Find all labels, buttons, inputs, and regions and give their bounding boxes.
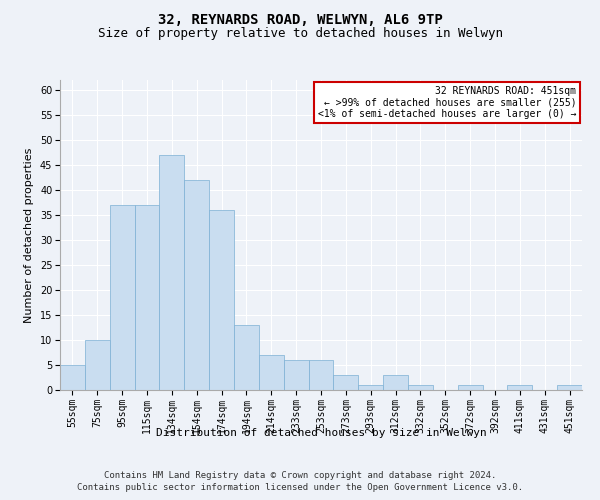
Bar: [234, 325, 259, 390]
Bar: [557, 385, 582, 390]
Bar: [458, 385, 482, 390]
Bar: [284, 360, 308, 390]
Bar: [259, 355, 284, 390]
Bar: [383, 375, 408, 390]
Bar: [358, 385, 383, 390]
Bar: [85, 340, 110, 390]
Bar: [334, 375, 358, 390]
Bar: [408, 385, 433, 390]
Text: Size of property relative to detached houses in Welwyn: Size of property relative to detached ho…: [97, 28, 503, 40]
Text: 32, REYNARDS ROAD, WELWYN, AL6 9TP: 32, REYNARDS ROAD, WELWYN, AL6 9TP: [158, 12, 442, 26]
Bar: [308, 360, 334, 390]
Bar: [134, 205, 160, 390]
Text: Distribution of detached houses by size in Welwyn: Distribution of detached houses by size …: [155, 428, 487, 438]
Bar: [209, 210, 234, 390]
Bar: [60, 365, 85, 390]
Text: 32 REYNARDS ROAD: 451sqm
← >99% of detached houses are smaller (255)
<1% of semi: 32 REYNARDS ROAD: 451sqm ← >99% of detac…: [318, 86, 577, 119]
Text: Contains public sector information licensed under the Open Government Licence v3: Contains public sector information licen…: [77, 484, 523, 492]
Bar: [160, 155, 184, 390]
Text: Contains HM Land Registry data © Crown copyright and database right 2024.: Contains HM Land Registry data © Crown c…: [104, 471, 496, 480]
Y-axis label: Number of detached properties: Number of detached properties: [25, 148, 34, 322]
Bar: [508, 385, 532, 390]
Bar: [184, 180, 209, 390]
Bar: [110, 205, 134, 390]
